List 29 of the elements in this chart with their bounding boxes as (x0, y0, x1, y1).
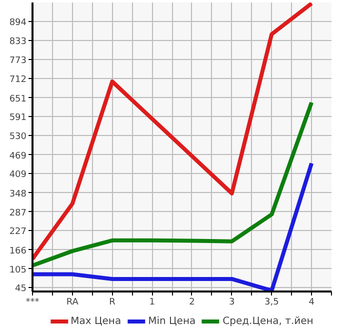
legend-label: Min Цена (148, 315, 196, 327)
x-tick-label: R (109, 298, 116, 308)
y-tick-label: 591 (9, 113, 27, 124)
line-series (32, 100, 314, 268)
y-tick-label: 651 (9, 94, 27, 104)
y-tick-label: 287 (9, 208, 27, 218)
y-tick-label: 166 (9, 246, 27, 256)
y-tick-label: 469 (9, 151, 27, 162)
x-tick-label: 3,5 (264, 298, 279, 308)
y-tick-label: 227 (9, 227, 27, 238)
y-tick-label: 105 (9, 265, 27, 276)
x-tick-label: 4 (308, 298, 315, 308)
line-series (32, 161, 314, 292)
y-tick-label: 894 (9, 18, 27, 28)
y-tick-label: 833 (9, 37, 27, 48)
x-tick-label: 2 (189, 298, 195, 308)
x-tick-label: 3 (228, 298, 235, 308)
y-tick-label: 773 (9, 56, 27, 66)
x-tick-label: 1 (149, 298, 155, 308)
legend-label: Max Цена (70, 315, 122, 327)
legend-label: Сред.Цена, т.йен (222, 315, 314, 327)
line-series (32, 2, 314, 261)
x-tick-label: RA (66, 298, 80, 308)
y-tick-label: 348 (9, 189, 27, 200)
y-tick-label: 530 (9, 132, 27, 142)
y-tick-label: 45 (15, 284, 26, 294)
y-tick-label: 712 (9, 75, 27, 86)
x-tick-label: *** (26, 298, 40, 308)
y-tick-label: 409 (9, 170, 27, 180)
